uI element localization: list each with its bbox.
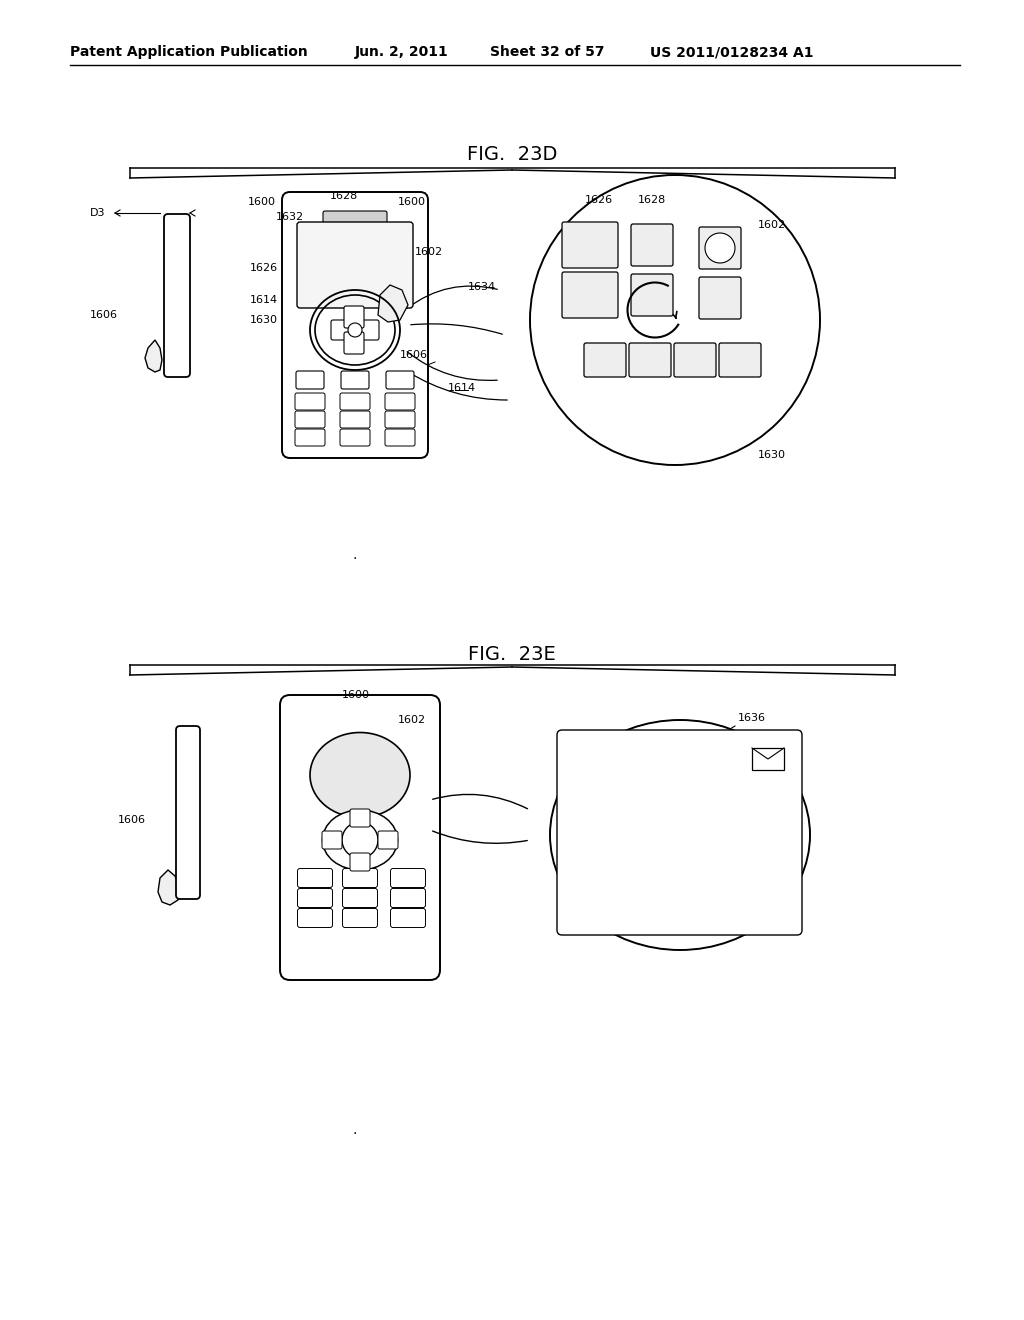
Circle shape (705, 234, 735, 263)
FancyBboxPatch shape (340, 411, 370, 428)
Circle shape (342, 822, 378, 858)
FancyBboxPatch shape (331, 319, 353, 341)
FancyBboxPatch shape (385, 429, 415, 446)
FancyBboxPatch shape (298, 888, 333, 908)
Text: FIG.  23D: FIG. 23D (467, 145, 557, 165)
FancyBboxPatch shape (340, 393, 370, 411)
FancyBboxPatch shape (298, 908, 333, 928)
Text: .: . (353, 548, 357, 562)
FancyBboxPatch shape (557, 730, 802, 935)
FancyBboxPatch shape (584, 343, 626, 378)
FancyBboxPatch shape (350, 809, 370, 828)
Text: 1634: 1634 (468, 282, 496, 292)
FancyBboxPatch shape (282, 191, 428, 458)
Polygon shape (158, 870, 180, 906)
FancyBboxPatch shape (342, 908, 378, 928)
FancyBboxPatch shape (280, 696, 440, 979)
FancyBboxPatch shape (719, 343, 761, 378)
FancyBboxPatch shape (297, 222, 413, 308)
FancyBboxPatch shape (390, 888, 426, 908)
FancyBboxPatch shape (350, 853, 370, 871)
Text: 1600: 1600 (342, 690, 370, 700)
Text: 1606: 1606 (90, 310, 118, 319)
Text: FIG.  23E: FIG. 23E (468, 645, 556, 664)
Text: .: . (353, 1123, 357, 1137)
FancyBboxPatch shape (674, 343, 716, 378)
FancyBboxPatch shape (385, 411, 415, 428)
FancyBboxPatch shape (390, 908, 426, 928)
FancyBboxPatch shape (164, 214, 190, 378)
FancyBboxPatch shape (342, 888, 378, 908)
FancyBboxPatch shape (295, 411, 325, 428)
Text: 1600: 1600 (398, 197, 426, 207)
Text: Sheet 32 of 57: Sheet 32 of 57 (490, 45, 604, 59)
FancyBboxPatch shape (562, 222, 618, 268)
Text: 1626: 1626 (250, 263, 279, 273)
Text: Subject :: Subject : (572, 826, 624, 840)
Text: D3: D3 (90, 209, 105, 218)
Text: 1602: 1602 (398, 715, 426, 725)
Text: Message :: Message : (572, 854, 632, 867)
Ellipse shape (550, 719, 810, 950)
FancyBboxPatch shape (295, 393, 325, 411)
Text: 1606: 1606 (118, 814, 146, 825)
Text: 1602: 1602 (415, 247, 443, 257)
FancyBboxPatch shape (298, 869, 333, 887)
Circle shape (348, 323, 362, 337)
FancyBboxPatch shape (378, 832, 398, 849)
Ellipse shape (323, 810, 397, 870)
Ellipse shape (310, 733, 410, 817)
FancyBboxPatch shape (699, 227, 741, 269)
Text: 1628: 1628 (330, 191, 358, 201)
Circle shape (530, 176, 820, 465)
FancyBboxPatch shape (340, 429, 370, 446)
FancyBboxPatch shape (386, 371, 414, 389)
FancyBboxPatch shape (295, 429, 325, 446)
FancyBboxPatch shape (562, 272, 618, 318)
Text: From :: From : (572, 771, 609, 784)
Bar (752, 748, 784, 770)
FancyBboxPatch shape (629, 343, 671, 378)
Text: 1614: 1614 (449, 383, 476, 393)
Text: 1630: 1630 (758, 450, 786, 459)
FancyBboxPatch shape (342, 869, 378, 887)
FancyBboxPatch shape (390, 869, 426, 887)
FancyBboxPatch shape (296, 371, 324, 389)
FancyBboxPatch shape (344, 306, 364, 327)
FancyBboxPatch shape (631, 224, 673, 267)
FancyBboxPatch shape (357, 319, 379, 341)
FancyBboxPatch shape (323, 211, 387, 223)
FancyBboxPatch shape (176, 726, 200, 899)
Text: US 2011/0128234 A1: US 2011/0128234 A1 (650, 45, 813, 59)
Text: To :: To : (572, 799, 592, 812)
Text: 1630: 1630 (250, 315, 278, 325)
Text: 1602: 1602 (758, 220, 786, 230)
FancyBboxPatch shape (344, 333, 364, 354)
FancyBboxPatch shape (341, 371, 369, 389)
FancyBboxPatch shape (322, 832, 342, 849)
Text: 1628: 1628 (638, 195, 667, 205)
Text: 1626: 1626 (585, 195, 613, 205)
Text: Patent Application Publication: Patent Application Publication (70, 45, 308, 59)
Polygon shape (378, 285, 408, 322)
FancyBboxPatch shape (631, 275, 673, 315)
Text: Jun. 2, 2011: Jun. 2, 2011 (355, 45, 449, 59)
FancyBboxPatch shape (385, 393, 415, 411)
Text: 1632: 1632 (276, 213, 304, 222)
Text: 1606: 1606 (400, 350, 428, 360)
Text: 1614: 1614 (250, 294, 279, 305)
Polygon shape (145, 341, 162, 372)
Text: 1636: 1636 (738, 713, 766, 723)
FancyBboxPatch shape (699, 277, 741, 319)
Text: 1600: 1600 (248, 197, 276, 207)
